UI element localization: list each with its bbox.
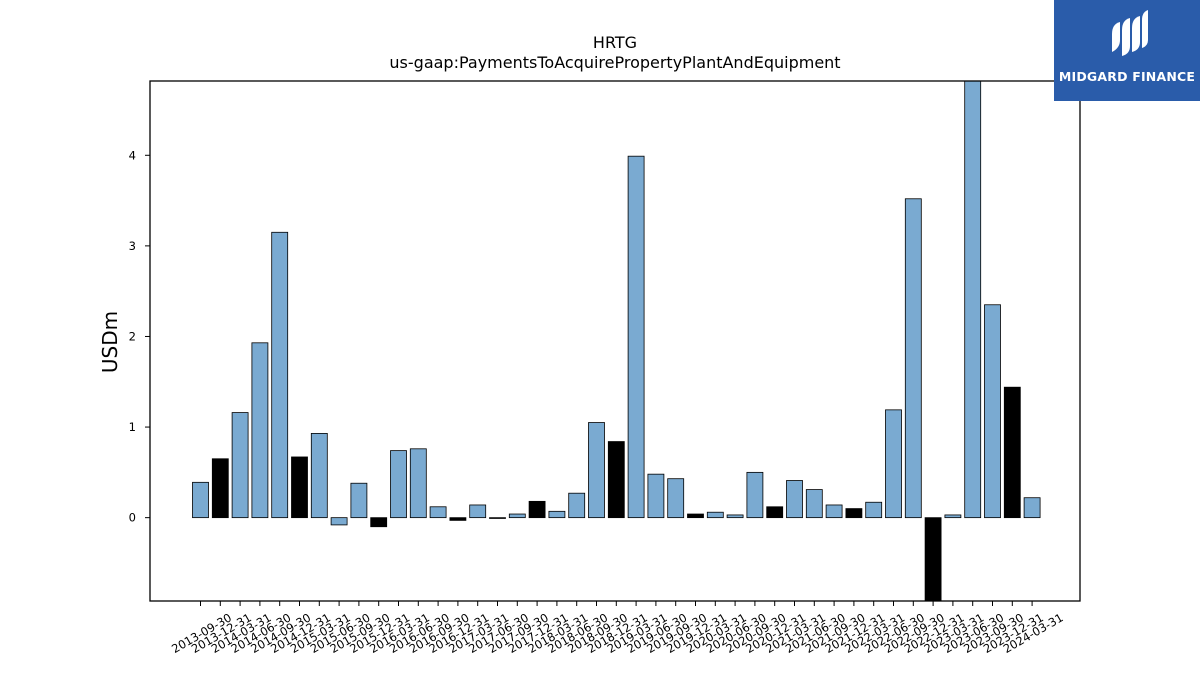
midgard-logo-icon [1112, 10, 1148, 56]
bar [607, 441, 625, 519]
bar [885, 409, 902, 519]
bar [568, 492, 586, 519]
bar [706, 511, 724, 519]
y-tick-label: 0 [129, 511, 136, 525]
bar [726, 514, 744, 519]
bar [429, 506, 447, 519]
y-tick-label: 3 [129, 239, 136, 253]
bar [627, 155, 645, 519]
bar [548, 510, 566, 519]
bar [865, 501, 883, 519]
bar [786, 480, 803, 519]
bar [588, 422, 605, 519]
bar [825, 504, 843, 519]
bar [528, 500, 546, 519]
bar [746, 471, 764, 519]
bar [251, 342, 269, 519]
bar [409, 448, 427, 519]
bar [370, 517, 388, 528]
bars [192, 80, 1041, 602]
bar [390, 450, 407, 519]
bar [667, 478, 685, 519]
bar [231, 412, 249, 519]
chart-subtitle: us-gaap:PaymentsToAcquirePropertyPlantAn… [389, 53, 840, 72]
logo-text: MIDGARD FINANCE [1058, 69, 1196, 84]
bar [1003, 386, 1021, 519]
bar [647, 473, 665, 519]
bar [1023, 497, 1041, 519]
chart-title: HRTG [593, 33, 637, 52]
bar [211, 458, 229, 519]
bar [350, 482, 368, 519]
x-axis: 2013-09-302013-12-312014-03-312014-06-30… [169, 601, 1066, 656]
bar [271, 231, 289, 519]
bar [687, 513, 704, 519]
bar [805, 489, 823, 519]
y-tick-label: 2 [129, 329, 136, 343]
bar [310, 432, 328, 519]
y-axis-label: USDm [98, 311, 122, 373]
bar [964, 80, 982, 519]
y-axis: 0 1 2 3 4 [129, 148, 150, 525]
bar [766, 506, 784, 519]
bar [330, 517, 348, 526]
bar [489, 517, 506, 519]
bar [291, 456, 308, 519]
bar [984, 304, 1001, 519]
bar [944, 514, 962, 519]
bar [469, 504, 487, 519]
y-tick-label: 4 [129, 148, 136, 162]
y-tick-label: 1 [129, 420, 136, 434]
bar [924, 517, 942, 602]
plot-frame [149, 80, 1081, 602]
midgard-logo: MIDGARD FINANCE [1054, 0, 1200, 101]
bar [192, 481, 209, 519]
bar [904, 198, 922, 519]
bar [845, 508, 863, 519]
bar [508, 513, 526, 519]
bar [449, 517, 467, 521]
